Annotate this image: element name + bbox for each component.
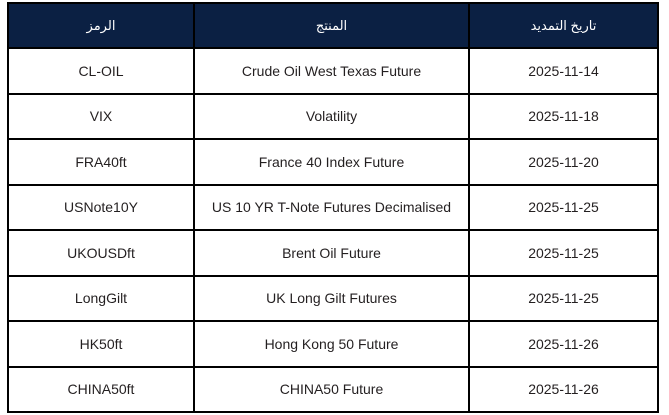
cell-date: 2025-11-25 (468, 274, 659, 322)
cell-symbol: USNote10Y (7, 183, 195, 231)
cell-symbol: HK50ft (7, 320, 195, 368)
cell-symbol: CL-OIL (7, 47, 195, 95)
table-header: الرمز المنتج تاريخ التمديد (7, 2, 659, 49)
rollover-schedule-table-wrapper: الرمز المنتج تاريخ التمديد CL-OIL Crude … (7, 2, 659, 413)
cell-date: 2025-11-14 (468, 47, 659, 95)
cell-symbol: CHINA50ft (7, 365, 195, 413)
cell-product: CHINA50 Future (193, 365, 470, 413)
cell-date: 2025-11-25 (468, 229, 659, 277)
cell-product: Crude Oil West Texas Future (193, 47, 470, 95)
table-header-row: الرمز المنتج تاريخ التمديد (7, 2, 659, 49)
cell-product: UK Long Gilt Futures (193, 274, 470, 322)
table-row: CHINA50ft CHINA50 Future 2025-11-26 (7, 365, 659, 413)
cell-date: 2025-11-26 (468, 320, 659, 368)
table-row: UKOUSDft Brent Oil Future 2025-11-25 (7, 229, 659, 277)
table-row: CL-OIL Crude Oil West Texas Future 2025-… (7, 47, 659, 95)
table-row: HK50ft Hong Kong 50 Future 2025-11-26 (7, 320, 659, 368)
table-row: LongGilt UK Long Gilt Futures 2025-11-25 (7, 274, 659, 322)
cell-product: Volatility (193, 92, 470, 140)
column-header-symbol: الرمز (7, 2, 195, 49)
table-row: VIX Volatility 2025-11-18 (7, 92, 659, 140)
cell-date: 2025-11-25 (468, 183, 659, 231)
cell-symbol: VIX (7, 92, 195, 140)
table-row: FRA40ft France 40 Index Future 2025-11-2… (7, 138, 659, 186)
table-body: CL-OIL Crude Oil West Texas Future 2025-… (7, 47, 659, 413)
column-header-date: تاريخ التمديد (468, 2, 659, 49)
cell-date: 2025-11-26 (468, 365, 659, 413)
table-row: USNote10Y US 10 YR T-Note Futures Decima… (7, 183, 659, 231)
cell-symbol: LongGilt (7, 274, 195, 322)
cell-product: France 40 Index Future (193, 138, 470, 186)
rollover-schedule-table: الرمز المنتج تاريخ التمديد CL-OIL Crude … (7, 2, 659, 413)
cell-symbol: FRA40ft (7, 138, 195, 186)
cell-product: Hong Kong 50 Future (193, 320, 470, 368)
cell-symbol: UKOUSDft (7, 229, 195, 277)
cell-date: 2025-11-20 (468, 138, 659, 186)
column-header-product: المنتج (193, 2, 470, 49)
cell-date: 2025-11-18 (468, 92, 659, 140)
cell-product: US 10 YR T-Note Futures Decimalised (193, 183, 470, 231)
cell-product: Brent Oil Future (193, 229, 470, 277)
